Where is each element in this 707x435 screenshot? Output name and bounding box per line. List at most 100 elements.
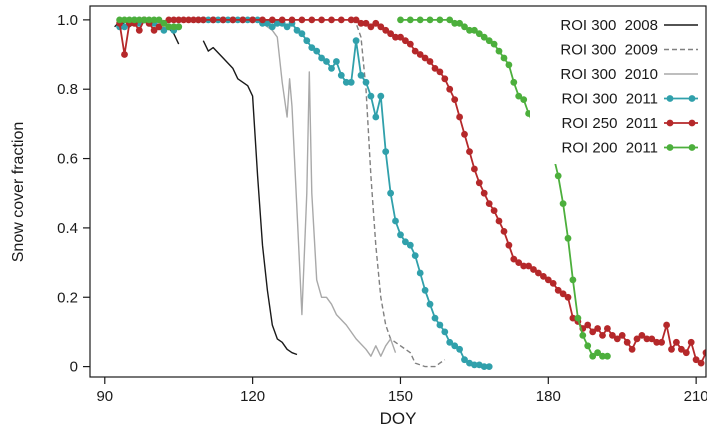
data-point [165, 16, 173, 24]
data-point [367, 23, 375, 31]
x-tick-label: 180 [536, 388, 561, 405]
legend-label: ROI 300 2008 [560, 17, 658, 34]
data-point [456, 345, 463, 353]
data-point [505, 61, 513, 69]
data-point [480, 189, 488, 197]
data-point [653, 338, 661, 346]
y-tick-label: 0.6 [57, 151, 78, 168]
data-point [377, 23, 385, 31]
data-point [426, 16, 434, 24]
data-point [288, 16, 296, 24]
data-point [475, 179, 483, 187]
data-point [209, 16, 217, 24]
data-point [446, 16, 454, 24]
data-point [658, 338, 665, 346]
data-point [510, 255, 518, 263]
data-point [554, 172, 562, 180]
data-point [426, 58, 434, 65]
data-point [264, 19, 271, 27]
data-point [574, 314, 582, 322]
data-point [594, 349, 601, 357]
data-point [466, 148, 473, 156]
data-point [446, 85, 454, 93]
data-point [387, 30, 394, 38]
data-point [461, 356, 468, 364]
data-point [495, 217, 503, 225]
data-point [121, 16, 128, 24]
data-point [510, 78, 518, 86]
data-point [273, 19, 281, 27]
series-2 [350, 19, 446, 368]
data-point [520, 96, 528, 103]
data-point [402, 37, 409, 45]
data-point [564, 234, 572, 242]
data-point [347, 78, 355, 86]
data-point [416, 269, 424, 277]
data-point [525, 262, 532, 270]
data-point [170, 23, 178, 31]
data-point [318, 16, 325, 24]
data-point [436, 321, 444, 329]
data-point [328, 65, 335, 72]
data-point [485, 363, 493, 370]
data-point [663, 321, 670, 329]
y-axis-label: Snow cover fraction [10, 122, 27, 263]
data-point [397, 231, 404, 239]
data-point [293, 26, 301, 34]
data-point [520, 262, 528, 270]
legend-label: ROI 300 2009 [560, 42, 658, 59]
data-point [451, 342, 459, 350]
legend-label: ROI 300 2010 [560, 66, 658, 83]
data-point [673, 338, 680, 346]
data-point [372, 113, 380, 121]
data-point [175, 23, 183, 31]
data-point [554, 286, 562, 294]
y-tick-label: 0 [70, 359, 78, 376]
data-point [323, 58, 330, 65]
y-tick-label: 0.8 [57, 81, 78, 98]
data-point [392, 33, 399, 41]
data-point [219, 16, 227, 24]
data-point [283, 23, 291, 31]
series-line [198, 19, 490, 368]
data-point [397, 33, 404, 41]
data-point [259, 16, 266, 24]
data-point [485, 37, 493, 45]
data-point [589, 328, 597, 336]
data-point [382, 148, 390, 156]
series-line [252, 19, 397, 357]
data-point [490, 40, 498, 48]
data-point [584, 321, 592, 329]
data-point [357, 71, 365, 79]
data-point [604, 325, 611, 332]
data-point [367, 92, 375, 100]
data-point [402, 238, 409, 246]
legend-marker [688, 119, 696, 127]
data-point [697, 359, 705, 367]
data-point [308, 16, 316, 24]
data-point [352, 37, 360, 45]
legend-marker [688, 144, 696, 151]
data-point [613, 335, 621, 343]
data-point [249, 16, 256, 24]
data-point [199, 16, 207, 24]
data-point [515, 92, 523, 100]
data-point [702, 349, 706, 357]
data-point [456, 19, 463, 27]
data-point [239, 16, 247, 24]
data-point [633, 335, 641, 343]
data-point [406, 241, 414, 249]
data-point [416, 51, 424, 58]
data-point [500, 54, 508, 62]
data-point [155, 16, 163, 24]
data-point [397, 16, 404, 24]
data-point [495, 47, 503, 55]
data-point [175, 16, 183, 24]
series-layer [114, 16, 706, 370]
data-point [589, 352, 597, 360]
data-point [150, 16, 158, 24]
data-point [313, 47, 321, 55]
data-point [456, 113, 463, 121]
legend-label: ROI 300 2011 [562, 91, 658, 108]
data-point [352, 16, 360, 24]
